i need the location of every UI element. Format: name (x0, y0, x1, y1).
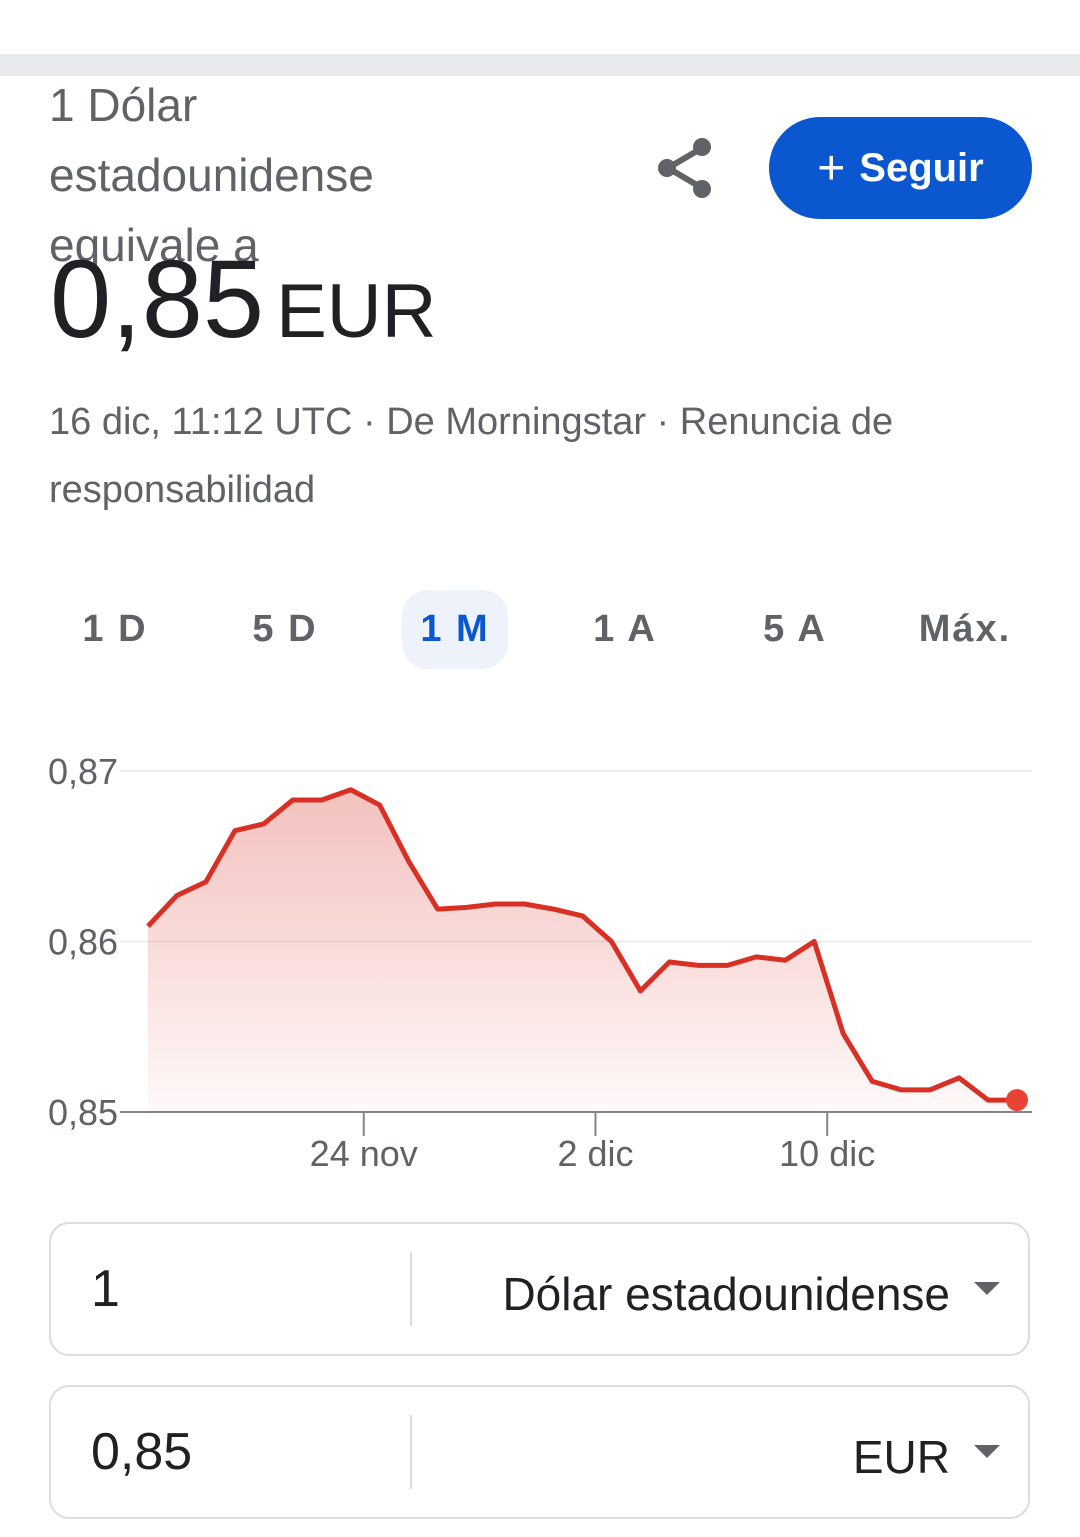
timestamp: 16 dic, 11:12 UTC (49, 401, 353, 443)
y-tick-label: 0,87 (48, 751, 118, 792)
source: De Morningstar (386, 401, 646, 443)
range-tabs: 1 D 5 D 1 M 1 A 5 A Máx. (30, 588, 1050, 670)
disclaimer-link[interactable]: Renuncia de responsabilidad (49, 401, 894, 511)
tab-label: 5 A (763, 607, 827, 650)
tab-label: 1 D (82, 607, 148, 650)
rate-currency: EUR (276, 269, 437, 354)
tab-5d[interactable]: 5 D (200, 588, 370, 670)
source-info: 16 dic, 11:12 UTC · De Morningstar · Ren… (49, 401, 894, 511)
converter-from: 1 Dólar estadounidense (49, 1222, 1030, 1356)
tab-label: 1 M (402, 589, 508, 669)
divider (410, 1252, 412, 1326)
dropdown-arrow-icon (974, 1282, 1000, 1295)
rate-value: 0,85 (50, 238, 265, 361)
share-icon (658, 138, 711, 198)
x-tick-label: 10 dic (779, 1133, 875, 1174)
exchange-value: 0,85 EUR (50, 235, 437, 377)
tab-label: 5 D (252, 607, 318, 650)
dropdown-arrow-icon (974, 1445, 1000, 1458)
divider (410, 1415, 412, 1489)
price-line (146, 787, 1017, 1103)
tab-1m[interactable]: 1 M (370, 588, 540, 670)
share-button[interactable] (652, 135, 718, 201)
converter-to: 0,85 EUR (49, 1385, 1030, 1519)
area-fill (148, 789, 1017, 1112)
tab-5a[interactable]: 5 A (710, 588, 880, 670)
current-point (1006, 1089, 1028, 1112)
tab-1d[interactable]: 1 D (30, 588, 200, 670)
tab-1a[interactable]: 1 A (540, 588, 710, 670)
follow-label: Seguir (859, 145, 984, 190)
conversion-subtitle: 1 Dólar estadounidense equivale a (49, 79, 374, 271)
to-currency-select[interactable]: EUR (852, 1431, 950, 1483)
from-amount-input[interactable]: 1 (91, 1260, 120, 1318)
tab-label: Máx. (918, 607, 1012, 650)
x-tick-label: 24 nov (310, 1133, 418, 1174)
from-currency-select[interactable]: Dólar estadounidense (502, 1268, 950, 1320)
plus-icon: + (817, 141, 846, 195)
y-tick-label: 0,85 (48, 1092, 118, 1133)
x-tick-label: 2 dic (557, 1133, 633, 1174)
follow-button[interactable]: + Seguir (769, 117, 1032, 219)
price-chart[interactable]: 0,87 0,86 0,85 24 nov 2 dic 10 dic (0, 740, 1080, 1190)
to-amount-input[interactable]: 0,85 (91, 1423, 193, 1481)
y-tick-label: 0,86 (48, 922, 118, 963)
tab-max[interactable]: Máx. (880, 588, 1050, 670)
top-divider (0, 54, 1080, 76)
tab-label: 1 A (593, 607, 657, 650)
